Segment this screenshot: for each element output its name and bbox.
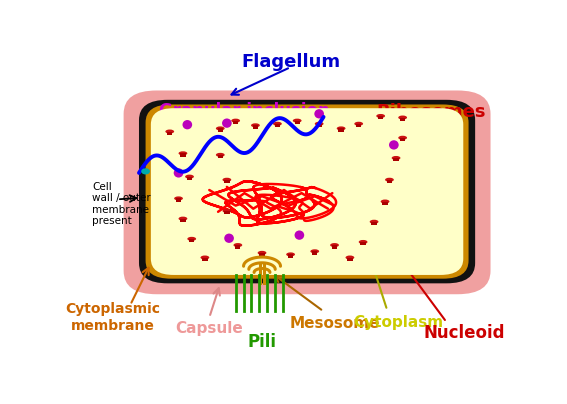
FancyBboxPatch shape bbox=[146, 105, 468, 279]
Bar bbox=[338, 128, 344, 132]
Ellipse shape bbox=[224, 234, 234, 243]
Text: Cell
wall / outer
membrane (if
present: Cell wall / outer membrane (if present bbox=[92, 182, 163, 226]
Bar bbox=[371, 222, 376, 225]
Bar bbox=[180, 219, 185, 222]
Bar bbox=[259, 253, 265, 256]
FancyBboxPatch shape bbox=[139, 100, 475, 283]
Text: Ribosomes: Ribosomes bbox=[376, 103, 486, 121]
Ellipse shape bbox=[216, 126, 225, 130]
Ellipse shape bbox=[315, 122, 324, 126]
Bar bbox=[393, 158, 399, 162]
Ellipse shape bbox=[183, 120, 192, 129]
Bar bbox=[176, 198, 181, 202]
Ellipse shape bbox=[370, 220, 378, 224]
Ellipse shape bbox=[257, 251, 266, 255]
Ellipse shape bbox=[354, 122, 363, 126]
Bar bbox=[316, 124, 322, 127]
Bar bbox=[189, 239, 194, 242]
Ellipse shape bbox=[385, 178, 394, 182]
Ellipse shape bbox=[251, 123, 260, 127]
Text: Cytoplasm: Cytoplasm bbox=[353, 315, 443, 330]
Bar bbox=[361, 242, 366, 245]
FancyBboxPatch shape bbox=[124, 90, 490, 294]
Ellipse shape bbox=[398, 116, 407, 120]
Bar bbox=[288, 255, 293, 258]
Text: Cytoplasmic
membrane: Cytoplasmic membrane bbox=[65, 303, 160, 332]
Text: Mesosome: Mesosome bbox=[289, 316, 380, 331]
Text: Capsule: Capsule bbox=[175, 321, 243, 336]
Ellipse shape bbox=[392, 156, 400, 160]
Bar bbox=[275, 124, 280, 127]
Ellipse shape bbox=[187, 237, 196, 241]
Bar bbox=[167, 132, 172, 135]
Bar bbox=[400, 118, 405, 121]
Bar bbox=[387, 180, 392, 183]
Ellipse shape bbox=[389, 140, 399, 149]
Ellipse shape bbox=[179, 217, 187, 221]
Ellipse shape bbox=[201, 255, 209, 259]
Ellipse shape bbox=[216, 153, 225, 157]
FancyBboxPatch shape bbox=[151, 108, 463, 275]
Ellipse shape bbox=[174, 196, 183, 200]
Bar bbox=[224, 180, 230, 183]
Ellipse shape bbox=[231, 119, 240, 123]
Bar bbox=[294, 121, 300, 124]
Bar bbox=[187, 177, 192, 180]
Bar bbox=[312, 251, 318, 255]
Ellipse shape bbox=[222, 209, 231, 213]
Text: Flagellum: Flagellum bbox=[241, 53, 340, 72]
Bar bbox=[233, 121, 238, 124]
Ellipse shape bbox=[222, 178, 231, 182]
Bar bbox=[378, 116, 383, 120]
Text: Nucleoid: Nucleoid bbox=[424, 324, 505, 342]
Bar bbox=[235, 245, 240, 248]
Ellipse shape bbox=[330, 243, 339, 247]
Text: Pili: Pili bbox=[248, 333, 277, 351]
Bar bbox=[253, 125, 258, 129]
Ellipse shape bbox=[359, 240, 367, 244]
Bar bbox=[356, 124, 361, 127]
Ellipse shape bbox=[222, 118, 232, 128]
Ellipse shape bbox=[286, 252, 295, 257]
Bar bbox=[180, 153, 185, 157]
Ellipse shape bbox=[273, 122, 282, 126]
Bar bbox=[347, 257, 353, 261]
Ellipse shape bbox=[314, 109, 324, 118]
Ellipse shape bbox=[294, 230, 304, 240]
Bar bbox=[218, 155, 223, 158]
Ellipse shape bbox=[174, 168, 183, 178]
Bar bbox=[400, 138, 405, 141]
Ellipse shape bbox=[179, 151, 187, 155]
Text: Granular inclusion: Granular inclusion bbox=[159, 102, 330, 120]
Ellipse shape bbox=[398, 136, 407, 140]
Bar bbox=[224, 211, 230, 214]
Bar bbox=[202, 257, 208, 261]
Bar bbox=[332, 245, 337, 248]
Ellipse shape bbox=[185, 175, 194, 179]
Ellipse shape bbox=[310, 249, 319, 253]
Ellipse shape bbox=[337, 126, 345, 130]
Circle shape bbox=[141, 168, 150, 175]
Ellipse shape bbox=[380, 200, 390, 204]
Ellipse shape bbox=[293, 119, 302, 123]
Ellipse shape bbox=[376, 114, 385, 118]
Ellipse shape bbox=[345, 255, 354, 259]
Ellipse shape bbox=[234, 243, 242, 247]
Bar bbox=[218, 128, 223, 132]
Bar bbox=[382, 202, 388, 205]
Ellipse shape bbox=[166, 130, 174, 134]
